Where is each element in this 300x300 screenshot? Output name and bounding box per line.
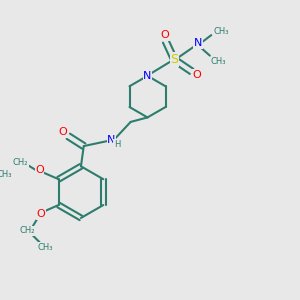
Text: O: O	[35, 165, 44, 175]
Text: O: O	[161, 30, 170, 40]
Text: CH₃: CH₃	[0, 170, 12, 179]
Text: CH₂: CH₂	[20, 226, 35, 235]
Text: N: N	[143, 71, 152, 81]
Text: N: N	[107, 135, 116, 145]
Text: O: O	[37, 209, 45, 219]
Text: N: N	[194, 38, 202, 48]
Text: CH₃: CH₃	[37, 243, 52, 252]
Text: O: O	[58, 127, 67, 137]
Text: O: O	[193, 70, 202, 80]
Text: CH₃: CH₃	[213, 27, 229, 36]
Text: CH₃: CH₃	[211, 57, 226, 66]
Text: H: H	[114, 140, 120, 149]
Text: S: S	[170, 53, 178, 66]
Text: CH₂: CH₂	[13, 158, 28, 166]
